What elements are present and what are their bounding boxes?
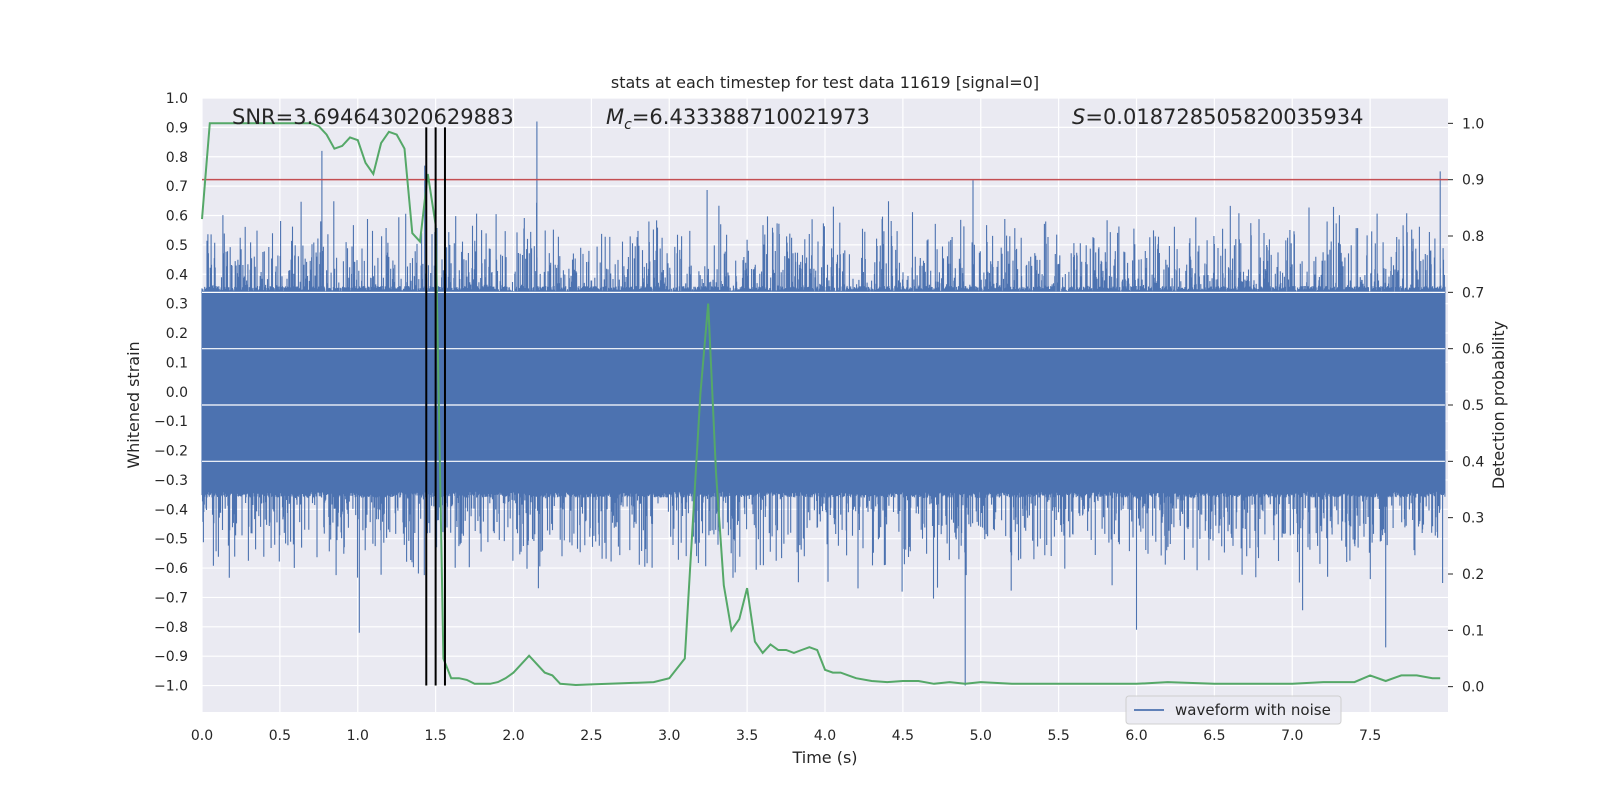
mc-subscript: c bbox=[624, 117, 632, 133]
x-tick-label: 1.5 bbox=[424, 728, 446, 744]
x-tick-label: 5.0 bbox=[970, 728, 992, 744]
x-tick-label: 4.0 bbox=[814, 728, 836, 744]
s-value: =0.018728505820035934 bbox=[1085, 105, 1363, 129]
x-tick-label: 0.5 bbox=[269, 728, 291, 744]
legend-box bbox=[1125, 695, 1342, 725]
y2-tick-label: 0.3 bbox=[1462, 511, 1484, 527]
y2-tick-label: 0.0 bbox=[1462, 680, 1484, 696]
detection-probability-line bbox=[201, 122, 1441, 687]
y-tick-label: −0.4 bbox=[154, 502, 188, 518]
y-tick-label: 0.7 bbox=[166, 179, 188, 195]
mc-value: =6.433388710021973 bbox=[632, 105, 870, 129]
y-tick-label: −0.6 bbox=[154, 561, 188, 577]
waveform-series bbox=[201, 121, 1446, 686]
y-tick-label: −1.0 bbox=[154, 679, 188, 695]
s-annotation: S=0.018728505820035934 bbox=[1072, 105, 1363, 129]
y-tick-label: 0.2 bbox=[166, 326, 188, 342]
s-symbol: S bbox=[1072, 105, 1085, 129]
y-tick-label: 0.1 bbox=[166, 355, 188, 371]
y-tick-label: 0.5 bbox=[166, 238, 188, 254]
mc-symbol: M bbox=[606, 105, 624, 129]
waveform-band bbox=[202, 291, 1445, 492]
x-tick-label: 4.5 bbox=[892, 728, 914, 744]
y2-tick-label: 0.2 bbox=[1462, 567, 1484, 583]
chart-title: stats at each timestep for test data 116… bbox=[611, 73, 1039, 92]
y-tick-label: 0.9 bbox=[166, 120, 188, 136]
x-tick-label: 2.5 bbox=[580, 728, 602, 744]
x-tick-label: 3.5 bbox=[736, 728, 758, 744]
x-tick-label: 6.5 bbox=[1203, 728, 1225, 744]
x-tick-label: 7.0 bbox=[1281, 728, 1303, 744]
y2-tick-label: 0.8 bbox=[1462, 229, 1484, 245]
y-tick-label: −0.9 bbox=[154, 649, 188, 665]
y-tick-label: −0.5 bbox=[154, 532, 188, 548]
y2-tick-label: 1.0 bbox=[1462, 116, 1484, 132]
y-tick-label: 0.4 bbox=[166, 267, 188, 283]
y-tick-label: 0.6 bbox=[166, 209, 188, 225]
y2-tick-label: 0.7 bbox=[1462, 285, 1484, 301]
snr-annotation: SNR=3.694643020629883 bbox=[232, 105, 514, 129]
x-tick-label: 7.5 bbox=[1359, 728, 1381, 744]
y2-tick-label: 0.9 bbox=[1462, 173, 1484, 189]
y-axis-label: Whitened strain bbox=[124, 341, 143, 468]
y-tick-label: 0.0 bbox=[166, 385, 188, 401]
legend: waveform with noise bbox=[1125, 695, 1342, 725]
y2-tick-label: 0.4 bbox=[1462, 454, 1484, 470]
y-tick-label: −0.3 bbox=[154, 473, 188, 489]
x-tick-label: 5.5 bbox=[1047, 728, 1069, 744]
x-tick-label: 6.0 bbox=[1125, 728, 1147, 744]
x-tick-label: 2.0 bbox=[502, 728, 524, 744]
y-tick-label: 1.0 bbox=[166, 91, 188, 107]
mc-annotation: Mc=6.433388710021973 bbox=[606, 105, 870, 133]
x-tick-label: 3.0 bbox=[658, 728, 680, 744]
y2-axis-label: Detection probability bbox=[1489, 321, 1508, 489]
y2-tick-label: 0.6 bbox=[1462, 342, 1484, 358]
y-tick-label: −0.1 bbox=[154, 414, 188, 430]
y2-tick-label: 0.5 bbox=[1462, 398, 1484, 414]
x-tick-label: 0.0 bbox=[191, 728, 213, 744]
y-tick-label: −0.7 bbox=[154, 590, 188, 606]
y-tick-label: 0.3 bbox=[166, 297, 188, 313]
y2-tick-label: 0.1 bbox=[1462, 623, 1484, 639]
y-tick-label: −0.8 bbox=[154, 620, 188, 636]
y-tick-label: −0.2 bbox=[154, 444, 188, 460]
legend-label: waveform with noise bbox=[1175, 701, 1331, 719]
x-axis-label: Time (s) bbox=[791, 748, 857, 767]
overlay bbox=[201, 122, 1448, 687]
x-tick-label: 1.0 bbox=[347, 728, 369, 744]
ticks: 0.0 0.5 1.0 1.5 2.0 2.5 3.0 3.5 4.0 4.5 5.0 5.5 6.0 6… bbox=[154, 91, 1484, 744]
y-tick-label: 0.8 bbox=[166, 150, 188, 166]
